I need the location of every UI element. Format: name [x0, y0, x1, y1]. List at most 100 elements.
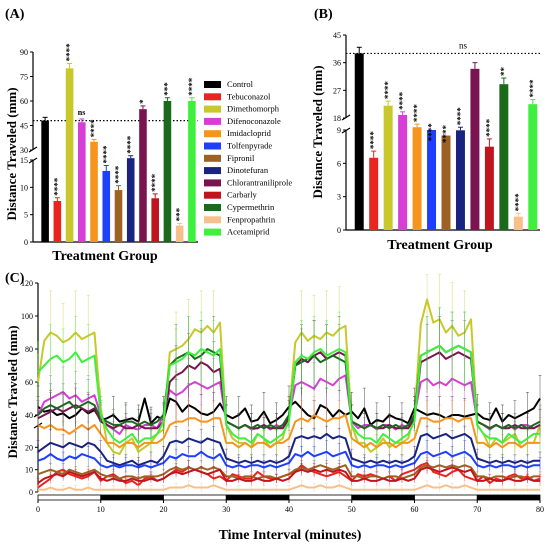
c-ytick-label: 60: [25, 378, 33, 387]
legend-label: Carbarly: [227, 190, 257, 200]
legend-swatch: [204, 204, 221, 211]
legend-swatch: [204, 117, 221, 125]
c-xtick-label: 70: [473, 505, 481, 514]
legend-label: Tolfenpyrade: [227, 141, 272, 151]
b-bar-difenoconazole: [398, 114, 408, 230]
legend-swatch: [204, 130, 221, 138]
c-light-dark-light: [163, 494, 227, 501]
legend-label: Cypermethrin: [227, 202, 275, 212]
a-ytick-label: 0: [24, 238, 28, 247]
a-significance: ****: [89, 119, 99, 138]
a-ytick-label: 30: [20, 146, 28, 155]
a-significance: ****: [126, 135, 136, 154]
a-ytick-label: 15: [20, 156, 28, 165]
a-significance: ****: [101, 145, 111, 164]
c-light-dark-light: [414, 494, 478, 501]
c-ytick-label: 20: [25, 443, 33, 452]
c-line-carbarly: [37, 466, 540, 484]
c-ytick-label: 10: [25, 466, 33, 475]
legend-label: Dinotefuran: [227, 165, 269, 175]
c-ytick-label: 0: [29, 488, 33, 497]
legend: Control Tebuconazol Dimethomorph Difenocona…: [204, 79, 292, 237]
b-significance: ****: [513, 193, 523, 212]
b-significance: ****: [455, 107, 465, 126]
panel-c-xlabel: Time Interval (minutes): [219, 528, 362, 543]
panel-a-bar-chart: (A) Distance Traveled (mm) Treatment Gro…: [4, 7, 198, 264]
b-significance: ****: [441, 125, 451, 144]
b-ytick-label: 45: [333, 31, 341, 40]
panel-a-ylabel: Distance Traveled (mm): [4, 87, 19, 220]
legend-swatch: [204, 81, 221, 88]
b-ytick-label: 6: [337, 159, 341, 168]
panel-c-label: (C): [5, 271, 25, 286]
c-ytick-label: 40: [25, 411, 33, 420]
a-bar-dimethomorph: [65, 68, 74, 242]
legend-label: Acetamiprid: [227, 227, 270, 237]
c-light-dark-dark: [476, 494, 541, 501]
c-xtick-label: 40: [285, 505, 293, 514]
legend-swatch: [204, 142, 221, 150]
a-ytick-label: 90: [20, 48, 28, 57]
c-light-dark-dark: [225, 494, 290, 501]
b-ytick-label: 3: [337, 193, 341, 202]
legend-label: Fenpropathrin: [227, 214, 276, 224]
a-bar-carbarly: [151, 198, 159, 242]
a-bar-fenpropathrin: [175, 225, 184, 242]
panel-a-bars: ********ns******************************…: [41, 43, 197, 243]
b-bar-cypermethrin: [499, 84, 509, 231]
a-significance: ****: [65, 43, 75, 62]
legend-label: Control: [227, 79, 254, 89]
b-bar-control: [354, 53, 364, 230]
a-bar-tolfenpyrade: [102, 170, 111, 242]
a-ytick-label: 10: [20, 183, 28, 192]
legend-label: Difenoconazole: [227, 116, 281, 126]
legend-label: Fipronil: [227, 153, 255, 163]
b-significance: ****: [412, 104, 422, 123]
a-significance: ***: [175, 207, 185, 221]
c-line-imidacloprid: [37, 414, 540, 449]
panel-c-ylabel: Distance Traveled (mm): [5, 325, 20, 458]
b-bar-dimethomorph: [383, 105, 393, 230]
a-bar-tebuconazol: [53, 201, 62, 242]
b-ytick-label: 0: [337, 226, 341, 235]
b-significance: ****: [484, 118, 494, 137]
a-significance: ****: [52, 177, 62, 196]
legend-swatch: [204, 216, 221, 224]
a-bar-difenoconazole: [78, 122, 86, 242]
panel-b-label: (B): [314, 7, 333, 22]
legend-swatch: [204, 93, 221, 101]
a-bar-imidacloprid: [90, 141, 98, 242]
b-bar-tebuconazol: [369, 157, 379, 230]
b-ytick-label: 18: [333, 114, 341, 123]
b-bar-tolfenpyrade: [427, 130, 437, 230]
b-ns-label: ns: [459, 40, 468, 50]
legend-swatch: [204, 191, 221, 199]
b-ytick-label: 9: [337, 126, 341, 135]
panel-a-label: (A): [5, 7, 25, 22]
panel-b-bar-chart: (B) Distance Traveled (mm) Treatment Gro…: [310, 7, 540, 253]
a-ytick-label: 45: [20, 122, 28, 131]
a-significance: ****: [150, 173, 160, 192]
c-xtick-label: 10: [97, 505, 105, 514]
a-significance: *: [138, 99, 148, 104]
b-bar-acetamiprid: [528, 104, 538, 230]
c-xtick-label: 60: [411, 505, 419, 514]
b-ytick-label: 27: [333, 86, 341, 95]
legend-swatch: [204, 179, 221, 187]
a-bar-fipronil: [114, 190, 123, 242]
panel-c-line-chart: (C) Distance Traveled (mm) Time Interval…: [5, 271, 544, 543]
c-xtick-label: 20: [160, 505, 168, 514]
b-bar-fipronil: [441, 135, 451, 230]
c-light-dark-dark: [351, 494, 415, 501]
b-bar-chlorantraniliprole: [470, 68, 480, 230]
b-bar-imidacloprid: [412, 127, 422, 230]
panel-c-lines: [36, 274, 542, 492]
a-significance: ns: [78, 108, 86, 117]
a-ytick-label: 5: [24, 211, 28, 220]
b-significance: ****: [369, 131, 379, 150]
c-light-dark-light: [288, 494, 353, 501]
legend-swatch: [204, 228, 221, 236]
b-significance: ****: [427, 123, 437, 142]
